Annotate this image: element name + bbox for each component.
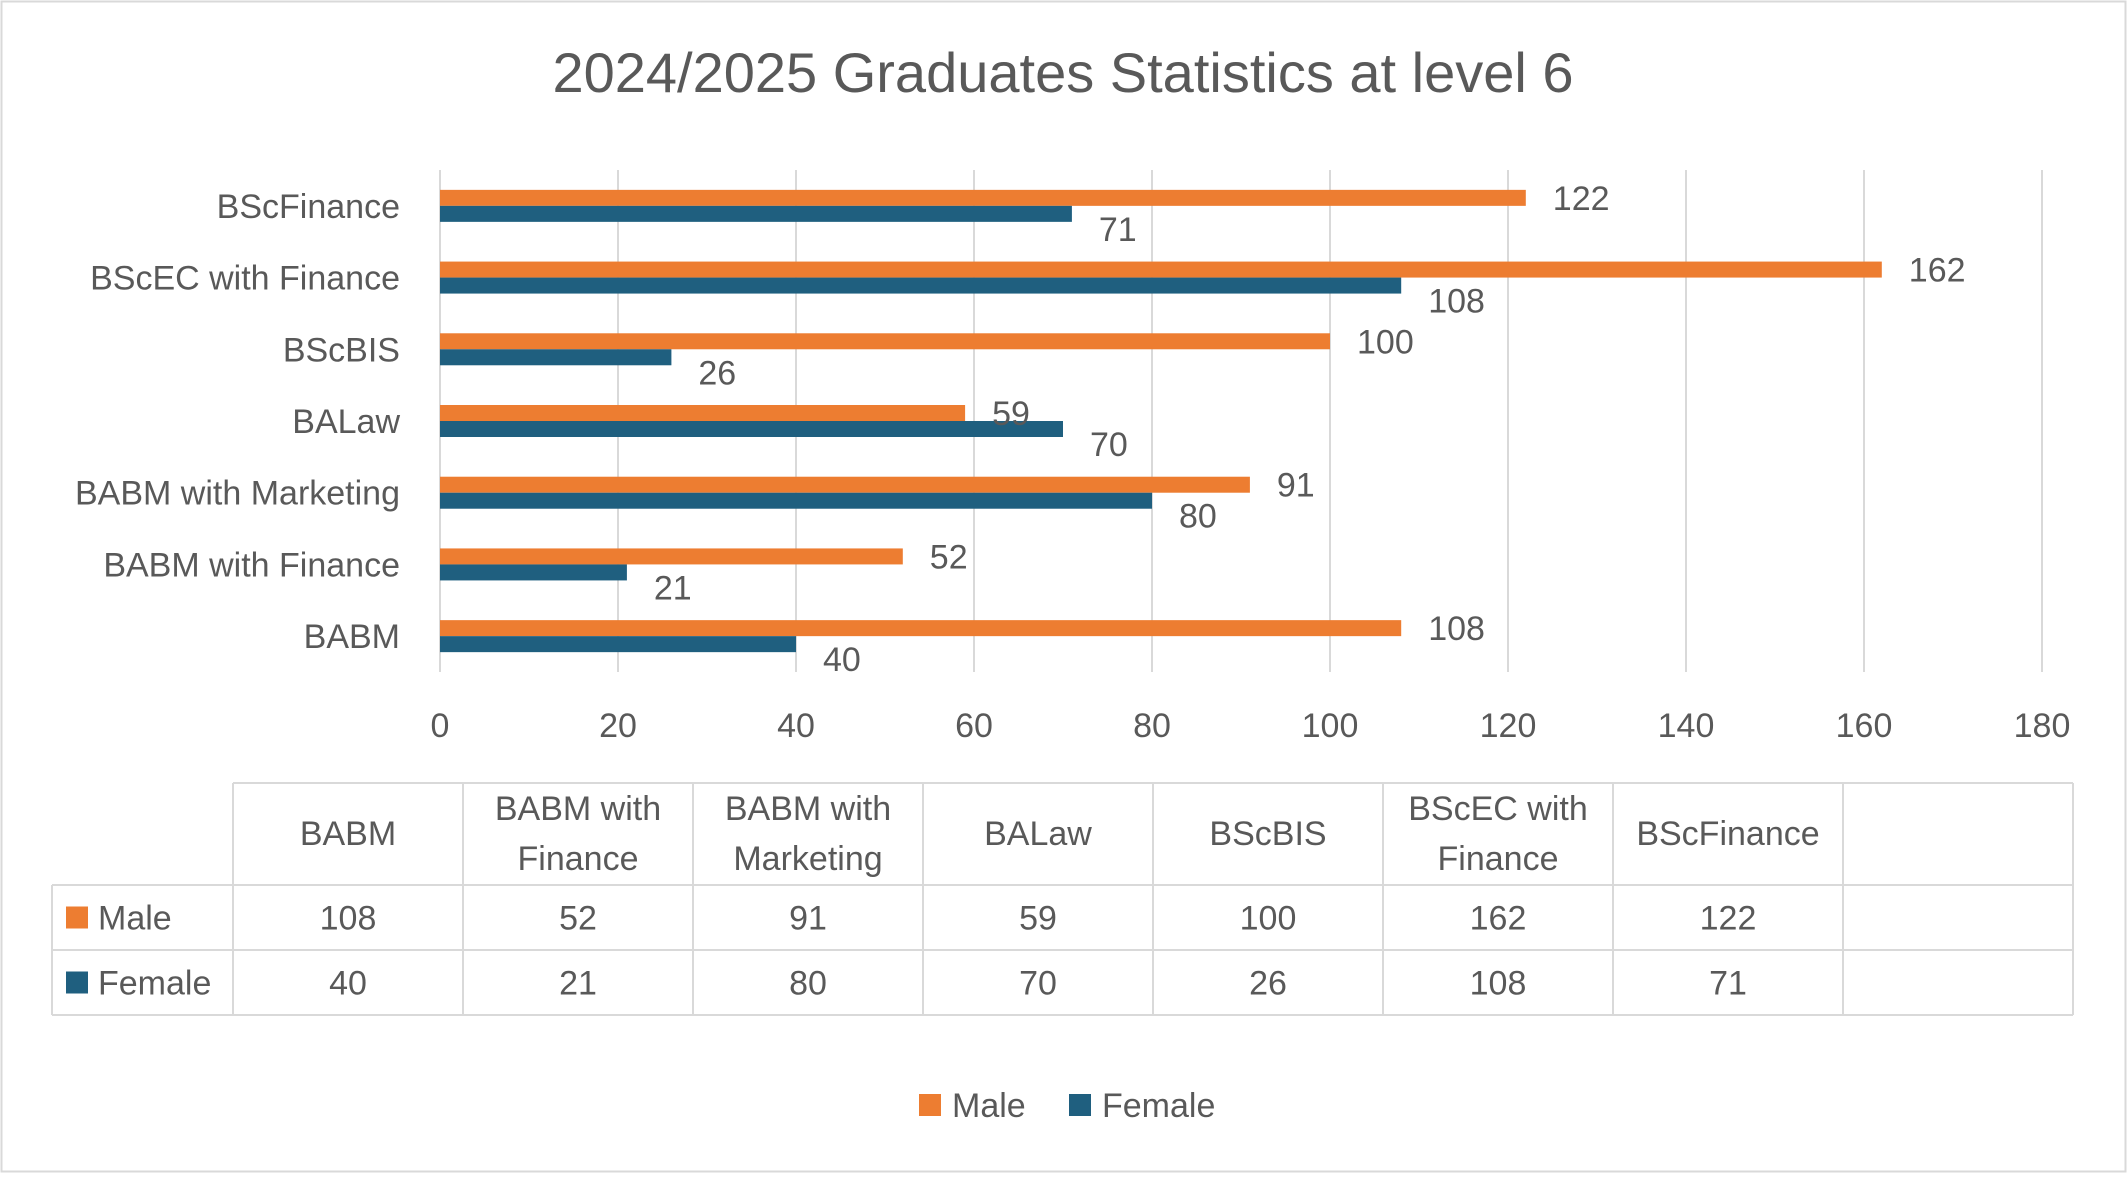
y-category-label-babm: BABM	[304, 618, 400, 656]
table-cell-male-bscec-with-finance: 162	[1470, 900, 1527, 938]
bars	[440, 189, 1882, 653]
table-cell-male-bscfinance: 122	[1700, 900, 1757, 938]
table-header-text: BALaw	[984, 815, 1092, 853]
y-category-label-babm-with-finance: BABM with Finance	[103, 546, 400, 584]
data-label-male-bscfinance: 122	[1553, 180, 1610, 218]
gridlines	[439, 170, 2043, 672]
bar-male-bscfinance	[440, 189, 1526, 206]
table-legend-key-female	[66, 971, 88, 994]
bar-female-bscbis	[440, 349, 672, 366]
data-label-female-bscfinance: 71	[1099, 211, 1137, 249]
table-cell-female-babm: 40	[329, 965, 367, 1003]
bar-female-bscfinance	[440, 205, 1072, 222]
table-cell-female-babm-with-finance: 21	[559, 965, 597, 1003]
table-legend-key-male	[66, 906, 88, 929]
table-cell-male-balaw: 59	[1019, 900, 1057, 938]
bar-female-balaw	[440, 421, 1063, 437]
table-header-babm-with-finance: BABM with Finance	[495, 790, 661, 878]
bar-female-babm-with-marketing	[440, 492, 1152, 509]
x-tick-label-40: 40	[777, 707, 815, 745]
table-cell-male-babm-with-finance: 52	[559, 900, 597, 938]
data-label-female-bscec-with-finance: 108	[1428, 283, 1485, 321]
table-cell-female-bscfinance: 71	[1709, 965, 1747, 1003]
table-row-label-male: Male	[98, 900, 172, 938]
bar-male-babm-with-finance	[440, 548, 903, 565]
bar-male-balaw	[440, 405, 966, 421]
legend-key-male	[919, 1094, 941, 1116]
table-cell-male-bscbis: 100	[1240, 900, 1297, 938]
table-row-label-female: Female	[98, 965, 211, 1003]
legend-label-female: Female	[1102, 1087, 1215, 1125]
table-header-balaw: BALaw	[984, 815, 1092, 853]
x-tick-label-20: 20	[599, 707, 637, 745]
table-header-text-line-0: BABM with	[495, 790, 661, 828]
data-label-male-bscec-with-finance: 162	[1909, 252, 1966, 290]
bar-male-babm-with-marketing	[440, 476, 1250, 493]
x-tick-label-100: 100	[1302, 707, 1359, 745]
data-label-male-babm-with-marketing: 91	[1277, 467, 1315, 505]
bar-male-babm	[440, 620, 1402, 637]
table-header-text: BScFinance	[1636, 815, 1819, 853]
table-cell-female-babm-with-marketing: 80	[789, 965, 827, 1003]
table-header-text-line-1: Finance	[518, 840, 639, 878]
x-axis-tick-labels: 0 20 40 60 80 100 120 140 160 180	[431, 707, 2071, 745]
bar-male-bscec-with-finance	[440, 261, 1882, 278]
y-category-label-balaw: BALaw	[292, 403, 400, 441]
data-label-female-babm-with-marketing: 80	[1179, 498, 1217, 536]
legend-key-female	[1069, 1094, 1091, 1116]
x-tick-label-160: 160	[1836, 707, 1893, 745]
x-tick-label-140: 140	[1658, 707, 1715, 745]
bar-female-babm-with-finance	[440, 564, 627, 581]
chart-title: 2024/2025 Graduates Statistics at level …	[552, 41, 1573, 104]
data-label-male-babm-with-finance: 52	[930, 538, 968, 576]
legend: Male Female	[919, 1087, 1215, 1125]
table-cell-female-balaw: 70	[1019, 965, 1057, 1003]
data-label-female-bscbis: 26	[698, 354, 736, 392]
table-header-text-line-1: Finance	[1438, 840, 1559, 878]
bar-female-bscec-with-finance	[440, 277, 1402, 294]
x-tick-label-180: 180	[2014, 707, 2071, 745]
table-cell-male-babm-with-marketing: 91	[789, 900, 827, 938]
data-label-male-bscbis: 100	[1357, 323, 1414, 361]
table-header-bscbis: BScBIS	[1209, 815, 1326, 853]
table-header-text: BScBIS	[1209, 815, 1326, 853]
table-header-text-line-0: BABM with	[725, 790, 891, 828]
x-tick-label-60: 60	[955, 707, 993, 745]
bar-male-bscbis	[440, 333, 1330, 350]
x-tick-label-120: 120	[1480, 707, 1537, 745]
table-header-text: BABM	[300, 815, 396, 853]
table-header-text-line-1: Marketing	[733, 840, 882, 878]
data-label-female-balaw: 70	[1090, 426, 1128, 464]
y-category-label-babm-with-marketing: BABM with Marketing	[75, 475, 400, 513]
legend-label-male: Male	[952, 1087, 1026, 1125]
table-cell-female-bscbis: 26	[1249, 965, 1287, 1003]
table-header-babm-with-marketing: BABM with Marketing	[725, 790, 891, 878]
data-label-male-babm: 108	[1428, 610, 1485, 648]
data-label-female-babm: 40	[823, 641, 861, 679]
data-label-female-babm-with-finance: 21	[654, 569, 692, 607]
y-category-label-bscfinance: BScFinance	[217, 188, 400, 226]
table-header-babm: BABM	[300, 815, 396, 853]
bar-female-babm	[440, 636, 796, 653]
y-category-label-bscec-with-finance: BScEC with Finance	[90, 260, 400, 298]
table-header-bscec-with-finance: BScEC with Finance	[1408, 790, 1588, 878]
x-tick-label-80: 80	[1133, 707, 1171, 745]
table-cell-female-bscec-with-finance: 108	[1470, 965, 1527, 1003]
data-labels: 108 40 52 21 91 80 59 70 100 26 162 108 122 71	[654, 180, 1966, 679]
data-label-male-balaw: 59	[992, 395, 1030, 433]
table-header-bscfinance: BScFinance	[1636, 815, 1819, 853]
table-header-text-line-0: BScEC with	[1408, 790, 1588, 828]
y-category-label-bscbis: BScBIS	[283, 331, 400, 369]
x-tick-label-0: 0	[431, 707, 450, 745]
y-axis-category-labels: BABM BABM with Finance BABM with Marketing…	[75, 188, 400, 656]
table-cell-male-babm: 108	[320, 900, 377, 938]
